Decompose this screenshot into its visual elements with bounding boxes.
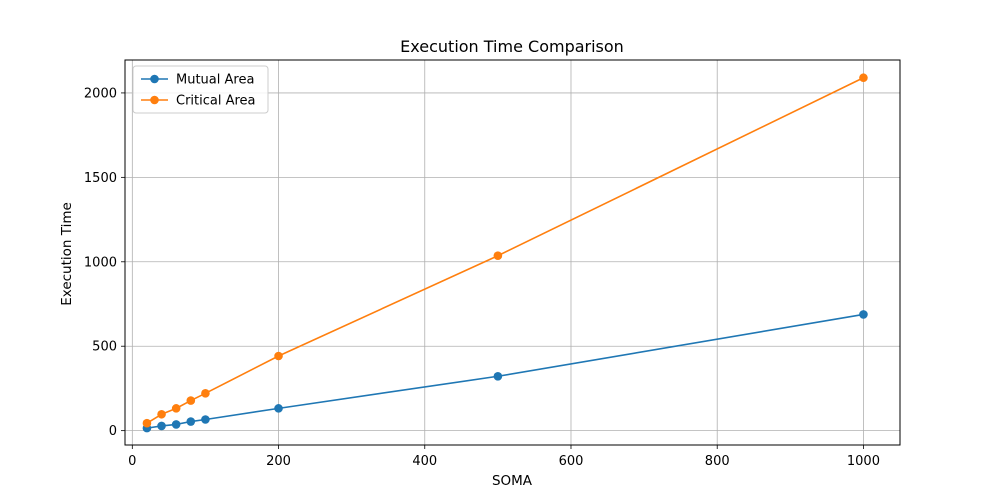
data-point-critical-area: [859, 73, 868, 83]
data-point-mutual-area: [171, 420, 181, 429]
data-point-mutual-area: [157, 421, 166, 431]
legend-label-critical-area: Critical Area: [176, 94, 256, 109]
y-tick-label: 500: [92, 340, 117, 355]
y-axis-label: Execution Time: [59, 202, 75, 306]
y-tick-label: 2000: [84, 86, 117, 101]
data-point-mutual-area: [186, 417, 196, 426]
series-layer: [142, 73, 868, 433]
chart-title: Execution Time Comparison: [400, 37, 624, 56]
x-tick-label: 400: [412, 454, 437, 469]
legend-label-mutual-area: Mutual Area: [176, 73, 254, 88]
data-point-critical-area: [274, 351, 283, 361]
data-point-mutual-area: [859, 310, 868, 319]
series-line-critical-area: [146, 77, 864, 424]
axis-ticks: 0 200 400 600 800 1000 0 500 1000 1500 2000: [84, 86, 880, 469]
data-point-critical-area: [157, 409, 166, 419]
legend: Mutual Area Critical Area: [132, 65, 269, 114]
data-point-critical-area: [142, 418, 152, 428]
series-line-mutual-area: [146, 313, 864, 429]
data-point-critical-area: [186, 396, 196, 405]
data-point-mutual-area: [274, 404, 283, 413]
legend-marker-mutual-area: [150, 74, 159, 84]
data-point-mutual-area: [493, 371, 503, 381]
data-point-critical-area: [171, 404, 181, 413]
x-tick-label: 200: [266, 454, 291, 469]
data-point-critical-area: [201, 389, 210, 398]
series-critical-area: [142, 73, 868, 428]
x-tick-label: 600: [559, 454, 584, 469]
y-tick-label: 0: [109, 424, 117, 439]
legend-marker-critical-area: [150, 95, 159, 105]
data-point-mutual-area: [201, 415, 210, 424]
x-tick-label: 800: [705, 454, 730, 469]
x-axis-label: SOMA: [492, 473, 533, 489]
series-mutual-area: [142, 310, 868, 433]
data-point-critical-area: [493, 251, 503, 261]
x-tick-label: 0: [128, 454, 136, 469]
x-tick-label: 1000: [847, 454, 880, 469]
grid: [125, 60, 900, 445]
plot-area-frame: [124, 59, 901, 446]
legend-box: [132, 65, 269, 114]
y-tick-label: 1500: [84, 171, 117, 186]
y-tick-label: 1000: [84, 255, 117, 270]
